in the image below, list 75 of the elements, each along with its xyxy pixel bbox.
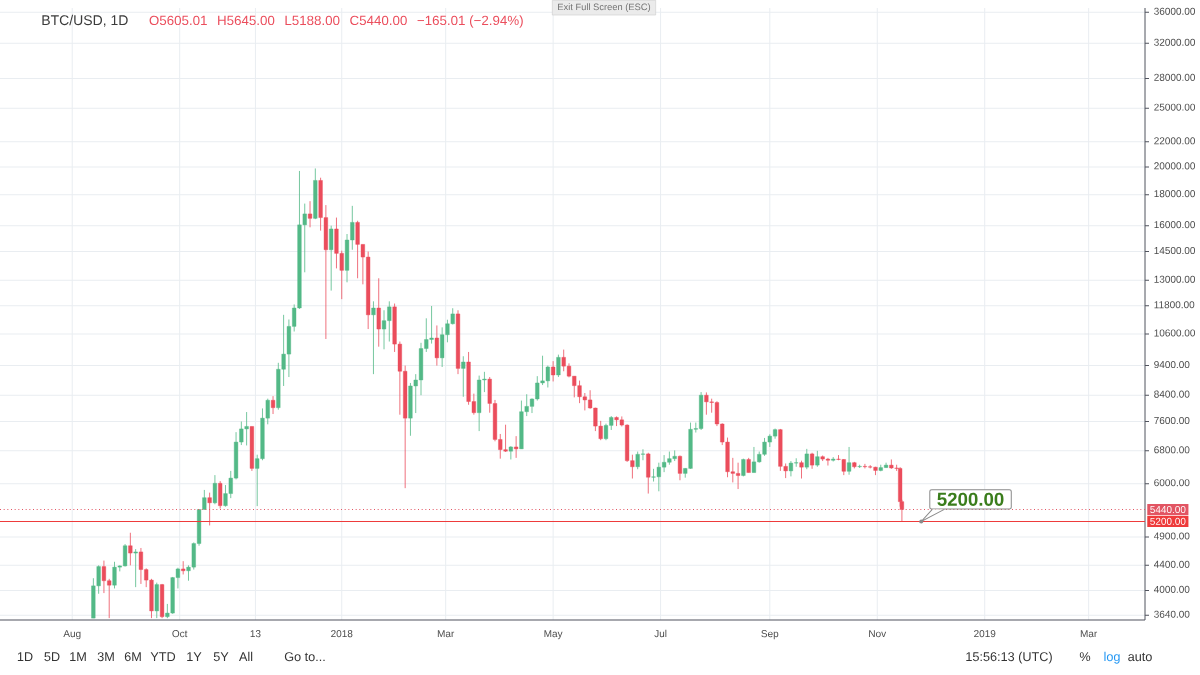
candlestick xyxy=(677,455,683,481)
y-tick-label: 32000.00 xyxy=(1154,38,1196,46)
text: auto xyxy=(1128,652,1152,662)
y-tick-label: 10600.00 xyxy=(1154,329,1196,337)
x-tick-label: Oct xyxy=(172,630,188,638)
candlestick xyxy=(307,200,313,228)
candlestick xyxy=(556,354,561,378)
y-tick-label: 28000.00 xyxy=(1154,73,1196,81)
candlestick xyxy=(646,452,651,494)
x-tick-label: Nov xyxy=(869,630,887,638)
y-tick-label: 22000.00 xyxy=(1154,137,1196,145)
candlestick xyxy=(329,225,334,291)
y-tick-label: 4000.00 xyxy=(1153,585,1190,593)
y-tick-label: 14500.00 xyxy=(1154,246,1196,255)
x-tick-label: Sep xyxy=(761,630,779,640)
annotation: L5188.00 xyxy=(285,15,340,26)
ref-line-label: 5200.00 xyxy=(1150,517,1186,525)
y-tick-label: 11800.00 xyxy=(1154,301,1195,309)
candlestick xyxy=(128,532,133,566)
x-tick-label: Aug xyxy=(63,630,81,640)
y-tick-label: 4900.00 xyxy=(1153,532,1190,540)
y-tick-label: 7600.00 xyxy=(1154,416,1190,425)
y-tick-label: 6800.00 xyxy=(1154,446,1190,454)
text: 1M xyxy=(70,652,86,661)
y-tick-label: 9400.00 xyxy=(1154,361,1190,369)
text: % xyxy=(1079,652,1091,662)
text: 3M xyxy=(97,652,114,662)
annotation: 5200.00 xyxy=(937,492,1004,506)
annotation: O5605.01 xyxy=(149,15,207,26)
y-tick-label: 6000.00 xyxy=(1154,479,1190,487)
candlestick xyxy=(804,448,809,470)
candlestick xyxy=(514,435,519,459)
y-tick-label: 25000.00 xyxy=(1154,103,1196,111)
x-tick-label: Jul xyxy=(654,629,667,638)
text: 1D xyxy=(17,652,33,661)
y-tick-label: 18000.00 xyxy=(1154,190,1196,198)
y-tick-label: 3640.00 xyxy=(1154,610,1190,618)
text: Go to... xyxy=(284,652,325,662)
x-tick-label: 13 xyxy=(250,630,261,638)
text: 5D xyxy=(44,652,60,662)
x-tick-label: 2019 xyxy=(974,630,996,638)
y-tick-label: 20000.00 xyxy=(1154,162,1196,170)
candlestick xyxy=(434,325,439,366)
x-tick-label: Mar xyxy=(1080,630,1098,638)
candlestick xyxy=(212,474,217,505)
candlestick xyxy=(181,560,186,575)
candlestick xyxy=(376,277,381,348)
chart-title: BTC/USD, 1D xyxy=(42,14,128,27)
annotation: C5440.00 xyxy=(350,15,407,26)
y-tick-label: 13000.00 xyxy=(1154,275,1196,283)
candlestick xyxy=(371,300,376,375)
ref-line-label: 5440.00 xyxy=(1150,505,1186,514)
candlestick xyxy=(551,360,556,382)
annotation: Exit Full Screen (ESC) xyxy=(558,3,651,13)
y-tick-label: 8400.00 xyxy=(1154,390,1190,398)
x-tick-label: 2018 xyxy=(331,630,353,638)
y-tick-label: 4400.00 xyxy=(1153,560,1190,568)
annotation: −165.01 (−2.94%) xyxy=(417,15,523,28)
candlestick xyxy=(270,395,276,415)
x-tick-label: Mar xyxy=(437,630,455,638)
text: 15:56:13 (UTC) xyxy=(966,651,1052,664)
y-tick-label: 16000.00 xyxy=(1154,221,1196,229)
text: 6M xyxy=(124,652,141,662)
candlestick xyxy=(218,480,223,509)
candlestick xyxy=(461,355,466,398)
y-tick-label: 36000.00 xyxy=(1154,7,1196,15)
text: YTD xyxy=(150,652,176,661)
x-tick-label: May xyxy=(544,630,563,640)
text: 1Y xyxy=(187,652,202,661)
candlestick xyxy=(133,548,138,588)
text: 5Y xyxy=(213,652,229,662)
text: log xyxy=(1104,651,1120,664)
candlestick xyxy=(847,446,852,476)
text: All xyxy=(238,651,253,661)
annotation: H5645.00 xyxy=(218,15,275,26)
